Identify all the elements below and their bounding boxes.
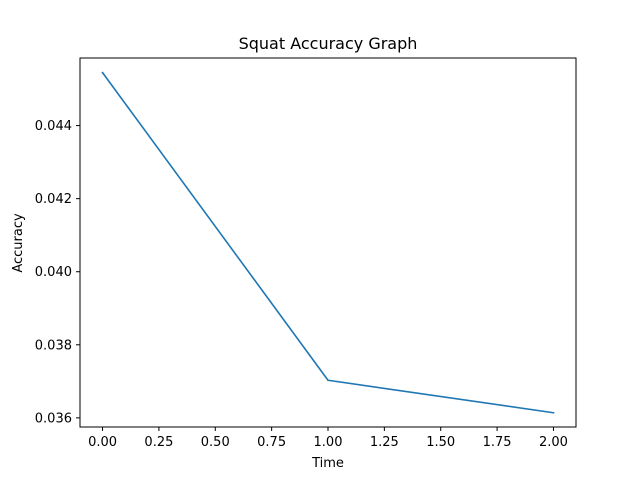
x-tick-label: 0.00 [88, 435, 117, 450]
data-point [101, 71, 104, 74]
x-tick-label: 1.25 [370, 435, 399, 450]
x-tick-label: 1.00 [314, 435, 343, 450]
x-tick-label: 0.25 [144, 435, 173, 450]
y-tick-label: 0.040 [35, 265, 72, 280]
x-axis-ticks: 0.00 0.25 0.50 0.75 1.00 1.25 1.50 1.75 2.00 [88, 427, 568, 450]
x-tick-label: 0.75 [257, 435, 286, 450]
data-point [552, 411, 555, 414]
y-axis-label: Accuracy [11, 213, 26, 273]
y-axis-ticks: 0.036 0.038 0.040 0.042 0.044 [35, 119, 80, 426]
x-tick-label: 1.50 [426, 435, 455, 450]
data-point [327, 379, 329, 382]
series-layer [101, 71, 555, 414]
plot-area-frame [79, 57, 577, 428]
y-tick-label: 0.042 [35, 192, 72, 207]
chart-title: Squat Accuracy Graph [239, 34, 418, 53]
y-tick-label: 0.038 [35, 338, 72, 353]
x-tick-label: 2.00 [539, 435, 568, 450]
x-tick-label: 1.75 [483, 435, 512, 450]
y-tick-label: 0.044 [35, 119, 72, 134]
y-tick-label: 0.036 [35, 411, 72, 426]
x-tick-label: 0.50 [201, 435, 230, 450]
x-axis-label: Time [311, 456, 344, 471]
